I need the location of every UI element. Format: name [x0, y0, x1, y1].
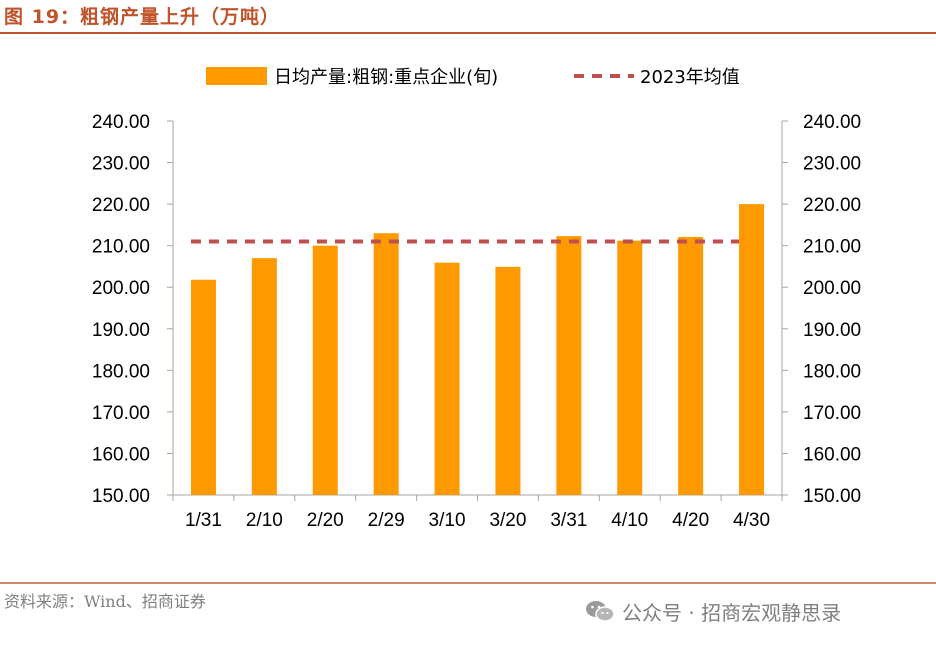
source-note: 资料来源：Wind、招商证券: [4, 592, 206, 611]
bar-2/20: [312, 245, 338, 495]
x-axis: 1/31 2/10 2/20 2/29 3/10 3/20 3/31 4/10 4/20 4/30: [172, 494, 783, 531]
right-tick-label: 150.00: [803, 486, 861, 507]
legend-label-mean: 2023年均值: [640, 67, 740, 88]
bar-chart: 日均产量:粗钢:重点企业(旬) 2023年均值 150.00 160.00 170.0…: [92, 67, 861, 531]
legend: 日均产量:粗钢:重点企业(旬) 2023年均值: [206, 67, 740, 88]
footer-divider: [0, 582, 936, 584]
watermark: 公众号 · 招商宏观静思录: [584, 596, 841, 626]
right-tick-label: 230.00: [803, 154, 861, 175]
x-tick-label: 3/20: [489, 510, 526, 531]
right-tick-label: 200.00: [803, 278, 861, 299]
bar-1/31: [190, 279, 216, 495]
right-tick-label: 220.00: [803, 195, 861, 216]
x-tick-label: 3/31: [550, 510, 587, 531]
watermark-text: 公众号 · 招商宏观静思录: [622, 600, 842, 625]
legend-label-bar: 日均产量:粗钢:重点企业(旬): [274, 67, 498, 88]
left-tick-label: 210.00: [92, 237, 150, 258]
right-tick-label: 170.00: [803, 403, 861, 424]
left-tick-label: 220.00: [92, 195, 150, 216]
x-tick-label: 3/10: [429, 510, 466, 531]
x-tick-label: 4/30: [733, 510, 770, 531]
bar-series: [190, 204, 765, 495]
wechat-icon: [586, 601, 615, 622]
left-tick-label: 180.00: [92, 361, 150, 382]
left-tick-label: 200.00: [92, 278, 150, 299]
x-tick-label: 4/20: [672, 510, 709, 531]
left-y-axis: 150.00 160.00 170.00 180.00 190.00 200.00 210.…: [92, 112, 174, 507]
left-tick-label: 170.00: [92, 403, 150, 424]
bar-4/20: [678, 236, 704, 495]
right-tick-label: 210.00: [803, 237, 861, 258]
right-tick-label: 240.00: [803, 112, 861, 133]
left-tick-label: 150.00: [92, 486, 150, 507]
right-tick-label: 190.00: [803, 320, 861, 341]
x-tick-label: 2/10: [246, 510, 283, 531]
x-tick-label: 2/29: [368, 510, 405, 531]
x-tick-label: 1/31: [185, 510, 222, 531]
title-divider: [0, 32, 936, 34]
x-tick-label: 2/20: [307, 510, 344, 531]
bar-2/10: [251, 258, 277, 495]
bar-4/10: [617, 240, 643, 495]
left-tick-label: 240.00: [92, 112, 150, 133]
bar-2/29: [373, 233, 399, 495]
left-tick-label: 190.00: [92, 320, 150, 341]
right-tick-label: 160.00: [803, 444, 861, 465]
bar-3/10: [434, 262, 460, 495]
x-tick-label: 4/10: [611, 510, 648, 531]
bar-3/20: [495, 266, 521, 495]
right-tick-label: 180.00: [803, 361, 861, 382]
figure-title: 图 19：粗钢产量上升（万吨）: [4, 6, 281, 28]
bar-4/30: [739, 204, 765, 495]
right-y-axis: 150.00 160.00 170.00 180.00 190.00 200.00 210.…: [781, 112, 861, 507]
left-tick-label: 230.00: [92, 154, 150, 175]
legend-swatch-bar: [206, 67, 267, 85]
left-tick-label: 160.00: [92, 444, 150, 465]
bar-3/31: [556, 236, 582, 495]
